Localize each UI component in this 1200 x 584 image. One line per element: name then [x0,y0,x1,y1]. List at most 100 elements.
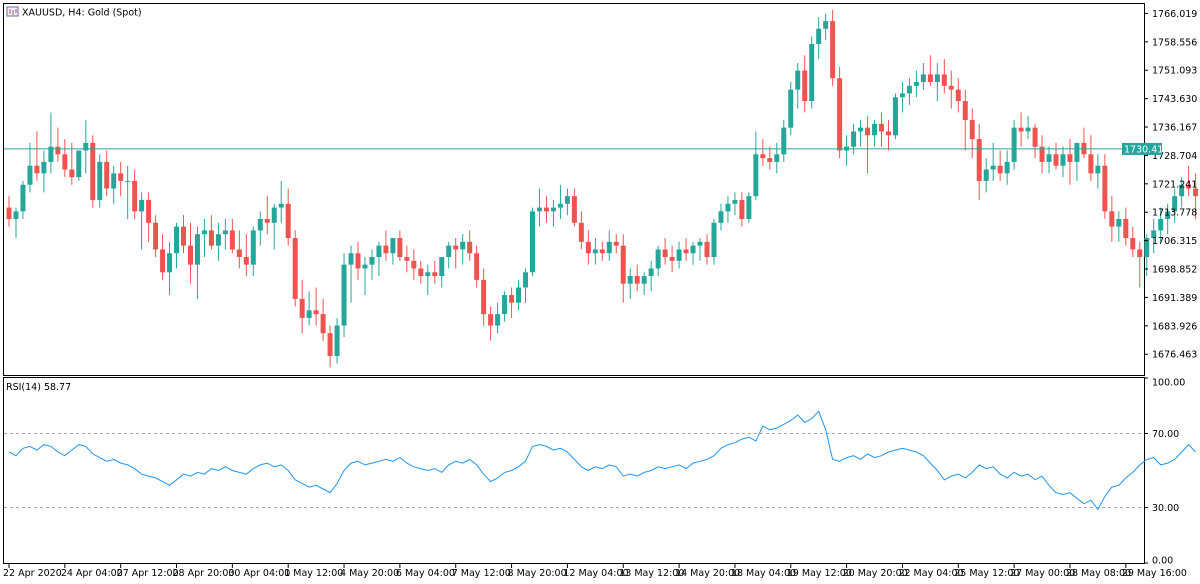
rsi-title: RSI(14) 58.77 [6,382,71,393]
candle-body [543,207,549,212]
candle-body [1018,127,1024,132]
candle-body [662,249,668,258]
candle-body [1067,154,1073,162]
candle-body [892,97,898,136]
candle-body [1032,127,1038,147]
chart-title: XAUUSD, H4: Gold (Spot) [22,8,142,19]
candle-body [146,199,152,223]
candle-body [802,70,808,102]
candle-body [285,203,291,239]
price-tick-label: 1758.556 [1152,37,1197,48]
candle-body [676,249,682,261]
rsi-polyline [8,410,1196,511]
candle-body [418,268,424,277]
time-tick-label: 20 May 20:00 [843,568,908,579]
candle-body [118,173,124,181]
candles [6,9,1199,368]
price-tick-label: 1691.389 [1152,293,1197,304]
candle-body [467,241,473,254]
candle-body [327,333,333,356]
candle-body [1102,165,1108,212]
candle-body [704,241,710,258]
current-price-label: 1730.410 [1124,144,1169,155]
time-tick-label: 24 Apr 04:00 [61,568,123,579]
price-tick-label: 1766.019 [1152,9,1197,20]
candle-body [879,123,884,132]
candle-body [62,154,68,170]
candle-body [509,295,515,303]
candle-body [139,199,145,212]
price-tick-label: 1736.167 [1152,123,1197,134]
candle-body [1193,188,1199,197]
candle-body [502,295,508,315]
candle-body [606,241,612,254]
candle-body [390,238,396,254]
candle-body [753,154,759,197]
candle-body [927,74,933,83]
candle-body [1137,249,1143,258]
candle-body [725,203,731,212]
candle-body [823,21,829,29]
candle-body [1158,218,1164,231]
candle-body [969,120,975,140]
candle-body [48,146,54,162]
candle-body [222,230,228,235]
candle-body [13,211,19,219]
candle-body [83,142,89,151]
candle-body [376,245,382,258]
candle-body [599,249,605,254]
candle-body [634,276,640,284]
candle-body [837,78,843,151]
candle-body [669,257,675,261]
candle-body [69,169,75,178]
candle-body [181,226,186,246]
time-tick-label: 6 May 04:00 [396,568,455,579]
candle-body [369,257,375,265]
candle-body [564,196,570,204]
candle-body [997,165,1003,174]
candle-body [20,184,26,212]
candle-body [6,207,12,219]
candle-body [718,211,724,223]
time-tick-label: 1 May 12:00 [284,568,343,579]
rsi-tick-label: 0.00 [1152,556,1173,567]
candle-body [948,85,954,90]
rsi-pane-frame [3,377,1145,564]
candle-body [906,85,912,94]
price-tick-label: 1676.463 [1152,350,1197,361]
candle-body [557,203,563,208]
candle-body [711,222,717,258]
candle-body [111,173,117,189]
candle-body [1116,218,1122,227]
candle-body [229,230,235,250]
candle-body [481,279,487,315]
candle-body [592,249,598,254]
rsi-axis: 100.00 70.00 30.00 0.00 [1144,377,1185,567]
time-tick-label: 22 May 04:00 [898,568,963,579]
candle-body [1130,238,1136,250]
candle-body [167,253,173,273]
time-tick-label: 19 May 12:00 [787,568,852,579]
candle-body [1095,165,1101,174]
time-tick-label: 29 May 16:00 [1122,568,1187,579]
candle-body [1179,184,1185,197]
candle-body [990,165,996,170]
candle-body [257,218,263,231]
candle-body [194,234,200,265]
candle-body [955,89,961,102]
time-tick-label: 22 Apr 2020 [3,568,62,579]
candle-body [453,245,459,250]
price-tick-label: 1728.704 [1152,151,1197,162]
rsi-levels [4,433,1144,508]
candle-body [495,314,501,326]
candle-body [536,207,542,212]
candle-body [1172,196,1178,212]
candle-body [523,272,529,288]
candle-body [201,230,207,235]
rsi-line [8,410,1196,511]
candle-body [243,257,249,265]
candle-body [460,241,466,250]
candle-body [767,158,773,162]
candle-body [313,310,319,315]
